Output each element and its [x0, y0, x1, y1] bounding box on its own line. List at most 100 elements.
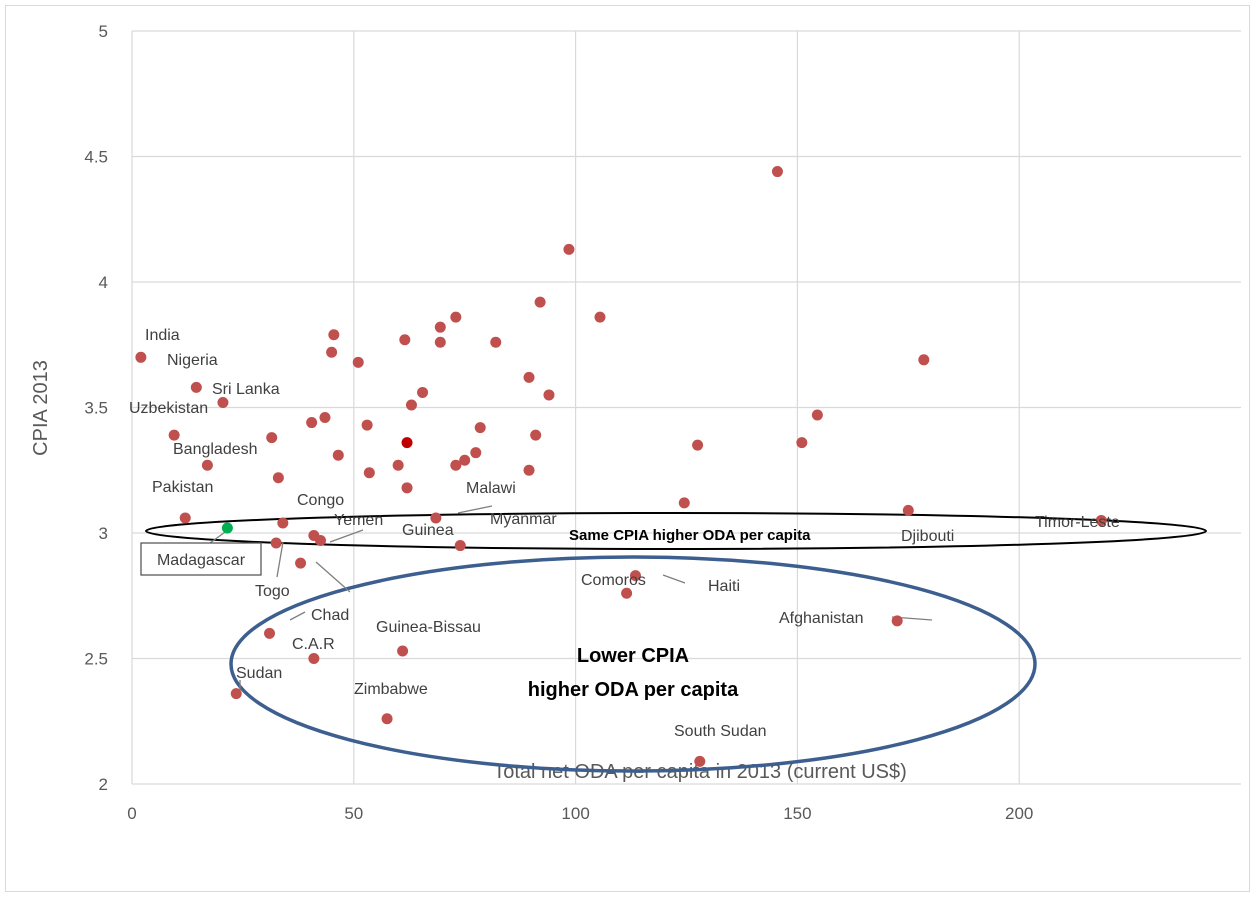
data-point: [381, 713, 393, 725]
data-point: [201, 459, 213, 471]
data-point: [392, 459, 404, 471]
y-tick-label: 3: [99, 524, 108, 543]
data-point: [277, 517, 289, 529]
data-point: [811, 409, 823, 421]
data-point: [694, 755, 706, 767]
y-tick-labels: 2 2.5 3 3.5 4 4.5 5: [84, 22, 108, 794]
y-tick-label: 5: [99, 22, 108, 41]
label-car: C.A.R: [292, 636, 335, 653]
label-zimbabwe: Zimbabwe: [354, 681, 428, 698]
y-tick-label: 4.5: [84, 148, 108, 167]
leader-yemen: [329, 529, 364, 543]
leader-chad: [289, 611, 306, 621]
label-sri-lanka: Sri Lanka: [212, 381, 280, 398]
x-tick-label: 150: [783, 804, 811, 823]
chart-frame: [5, 5, 1250, 892]
label-comoros: Comoros: [581, 572, 646, 589]
data-point: [430, 512, 442, 524]
data-point: [328, 329, 340, 341]
data-point: [332, 449, 344, 461]
data-point: [434, 321, 446, 333]
data-point: [190, 381, 202, 393]
y-tick-label: 4: [99, 273, 108, 292]
data-point: [434, 336, 446, 348]
data-point: [543, 389, 555, 401]
data-point: [230, 688, 242, 700]
label-bangladesh: Bangladesh: [173, 441, 258, 458]
data-point: [771, 166, 783, 178]
data-point: [629, 570, 641, 582]
label-togo: Togo: [255, 583, 290, 600]
label-chad: Chad: [311, 607, 349, 624]
data-point: [450, 311, 462, 323]
data-point: [326, 346, 338, 358]
data-point: [621, 587, 633, 599]
data-point: [523, 464, 535, 476]
data-point: [264, 627, 276, 639]
y-tick-label: 3.5: [84, 399, 108, 418]
data-point: [918, 354, 930, 366]
data-point: [361, 419, 373, 431]
x-axis-title: Total net ODA per capita in 2013 (curren…: [493, 761, 907, 783]
label-guinea: Guinea: [402, 522, 454, 539]
label-congo: Congo: [297, 492, 344, 509]
data-point: [459, 454, 471, 466]
leader-togo: [276, 541, 284, 578]
data-point: [168, 429, 180, 441]
y-tick-label: 2: [99, 775, 108, 794]
data-point: [678, 497, 690, 509]
data-point: [534, 296, 546, 308]
data-point: [1095, 514, 1107, 526]
data-point: [319, 412, 331, 424]
same-cpia-ellipse: [145, 512, 1207, 550]
data-points: [135, 166, 1107, 767]
label-haiti: Haiti: [708, 578, 740, 595]
data-point: [306, 417, 318, 429]
leader-malawi: [457, 505, 493, 514]
data-point: [796, 437, 808, 449]
label-india: India: [145, 327, 180, 344]
leader-car: [315, 561, 351, 593]
label-myanmar: Myanmar: [490, 511, 557, 528]
data-point: [692, 439, 704, 451]
label-south-sudan: South Sudan: [674, 723, 767, 740]
leader-haiti: [662, 574, 686, 584]
data-point: [902, 504, 914, 516]
highlight-point: [401, 437, 413, 449]
data-point: [470, 447, 482, 459]
x-tick-labels: 0 50 100 150 200: [127, 804, 1033, 823]
data-point: [135, 351, 147, 363]
madagascar-label-box: [140, 542, 262, 576]
data-point: [523, 371, 535, 383]
data-point: [272, 472, 284, 484]
data-point: [179, 512, 191, 524]
label-pakistan: Pakistan: [152, 479, 213, 496]
annotation-lower-cpia-line2: higher ODA per capita: [528, 679, 739, 701]
data-point: [399, 334, 411, 346]
data-point: [308, 653, 320, 664]
data-point: [594, 311, 606, 323]
data-point: [454, 540, 466, 552]
data-point: [363, 467, 375, 479]
madagascar-point: [221, 522, 233, 534]
data-point: [530, 429, 542, 441]
lower-cpia-ellipse: [229, 555, 1037, 773]
data-point: [397, 645, 409, 657]
label-uzbekistan: Uzbekistan: [129, 400, 208, 417]
x-tick-label: 50: [344, 804, 363, 823]
annotation-lower-cpia-line1: Lower CPIA: [577, 645, 689, 667]
label-sudan: Sudan: [236, 665, 282, 682]
data-point: [315, 535, 327, 547]
x-tick-label: 0: [127, 804, 136, 823]
data-point: [405, 399, 417, 411]
label-timor-leste: Timor-Leste: [1035, 514, 1120, 531]
data-point: [563, 243, 575, 255]
x-tick-label: 200: [1005, 804, 1033, 823]
data-point: [490, 336, 502, 348]
label-madagascar: Madagascar: [157, 552, 246, 569]
gridlines: [131, 30, 1241, 785]
data-point: [891, 615, 903, 627]
annotation-same-cpia: Same CPIA higher ODA per capita: [569, 527, 811, 544]
data-point: [352, 356, 364, 368]
